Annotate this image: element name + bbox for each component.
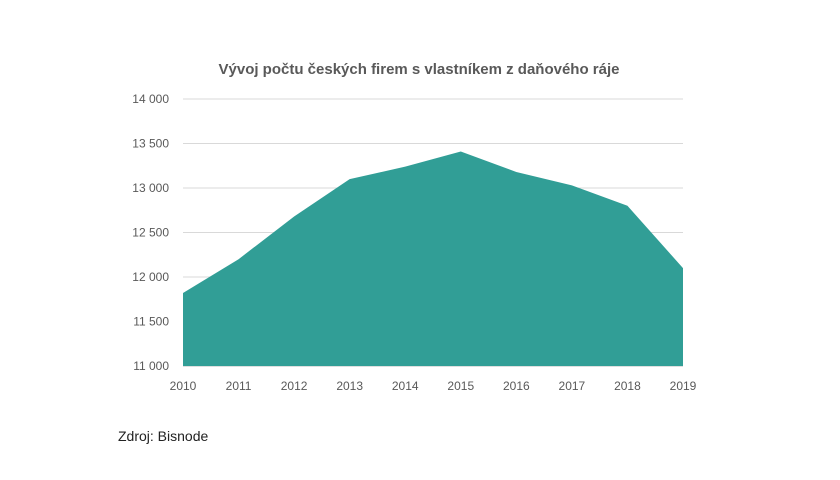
y-axis-ticks: 11 000 11 500 12 000 12 500 13 000 13 500 14 0… — [132, 92, 169, 373]
x-tick-label: 2017 — [559, 379, 586, 393]
plot-area — [182, 151, 684, 366]
x-tick-label: 2012 — [281, 379, 308, 393]
y-tick-label: 12 500 — [132, 226, 169, 240]
y-tick-label: 13 500 — [132, 137, 169, 151]
area-chart: Vývoj počtu českých firem s vlastníkem z… — [132, 61, 697, 393]
x-tick-label: 2018 — [614, 379, 641, 393]
series-area — [183, 151, 683, 366]
y-tick-label: 14 000 — [132, 92, 169, 106]
x-tick-label: 2010 — [170, 379, 197, 393]
y-tick-label: 11 500 — [133, 315, 169, 329]
chart-title: Vývoj počtu českých firem s vlastníkem z… — [219, 61, 620, 78]
x-tick-label: 2016 — [503, 379, 530, 393]
y-tick-label: 12 000 — [132, 270, 169, 284]
source-note: Zdroj: Bisnode — [118, 428, 209, 444]
x-tick-label: 2015 — [447, 379, 474, 393]
x-axis-ticks: 2010 2011 2012 2013 2014 2015 2016 2017 2018 2019 — [170, 379, 697, 393]
x-tick-label: 2014 — [392, 379, 419, 393]
y-tick-label: 11 000 — [133, 359, 169, 373]
x-tick-label: 2011 — [226, 379, 252, 393]
x-tick-label: 2013 — [336, 379, 363, 393]
y-tick-label: 13 000 — [132, 181, 169, 195]
x-tick-label: 2019 — [670, 379, 697, 393]
